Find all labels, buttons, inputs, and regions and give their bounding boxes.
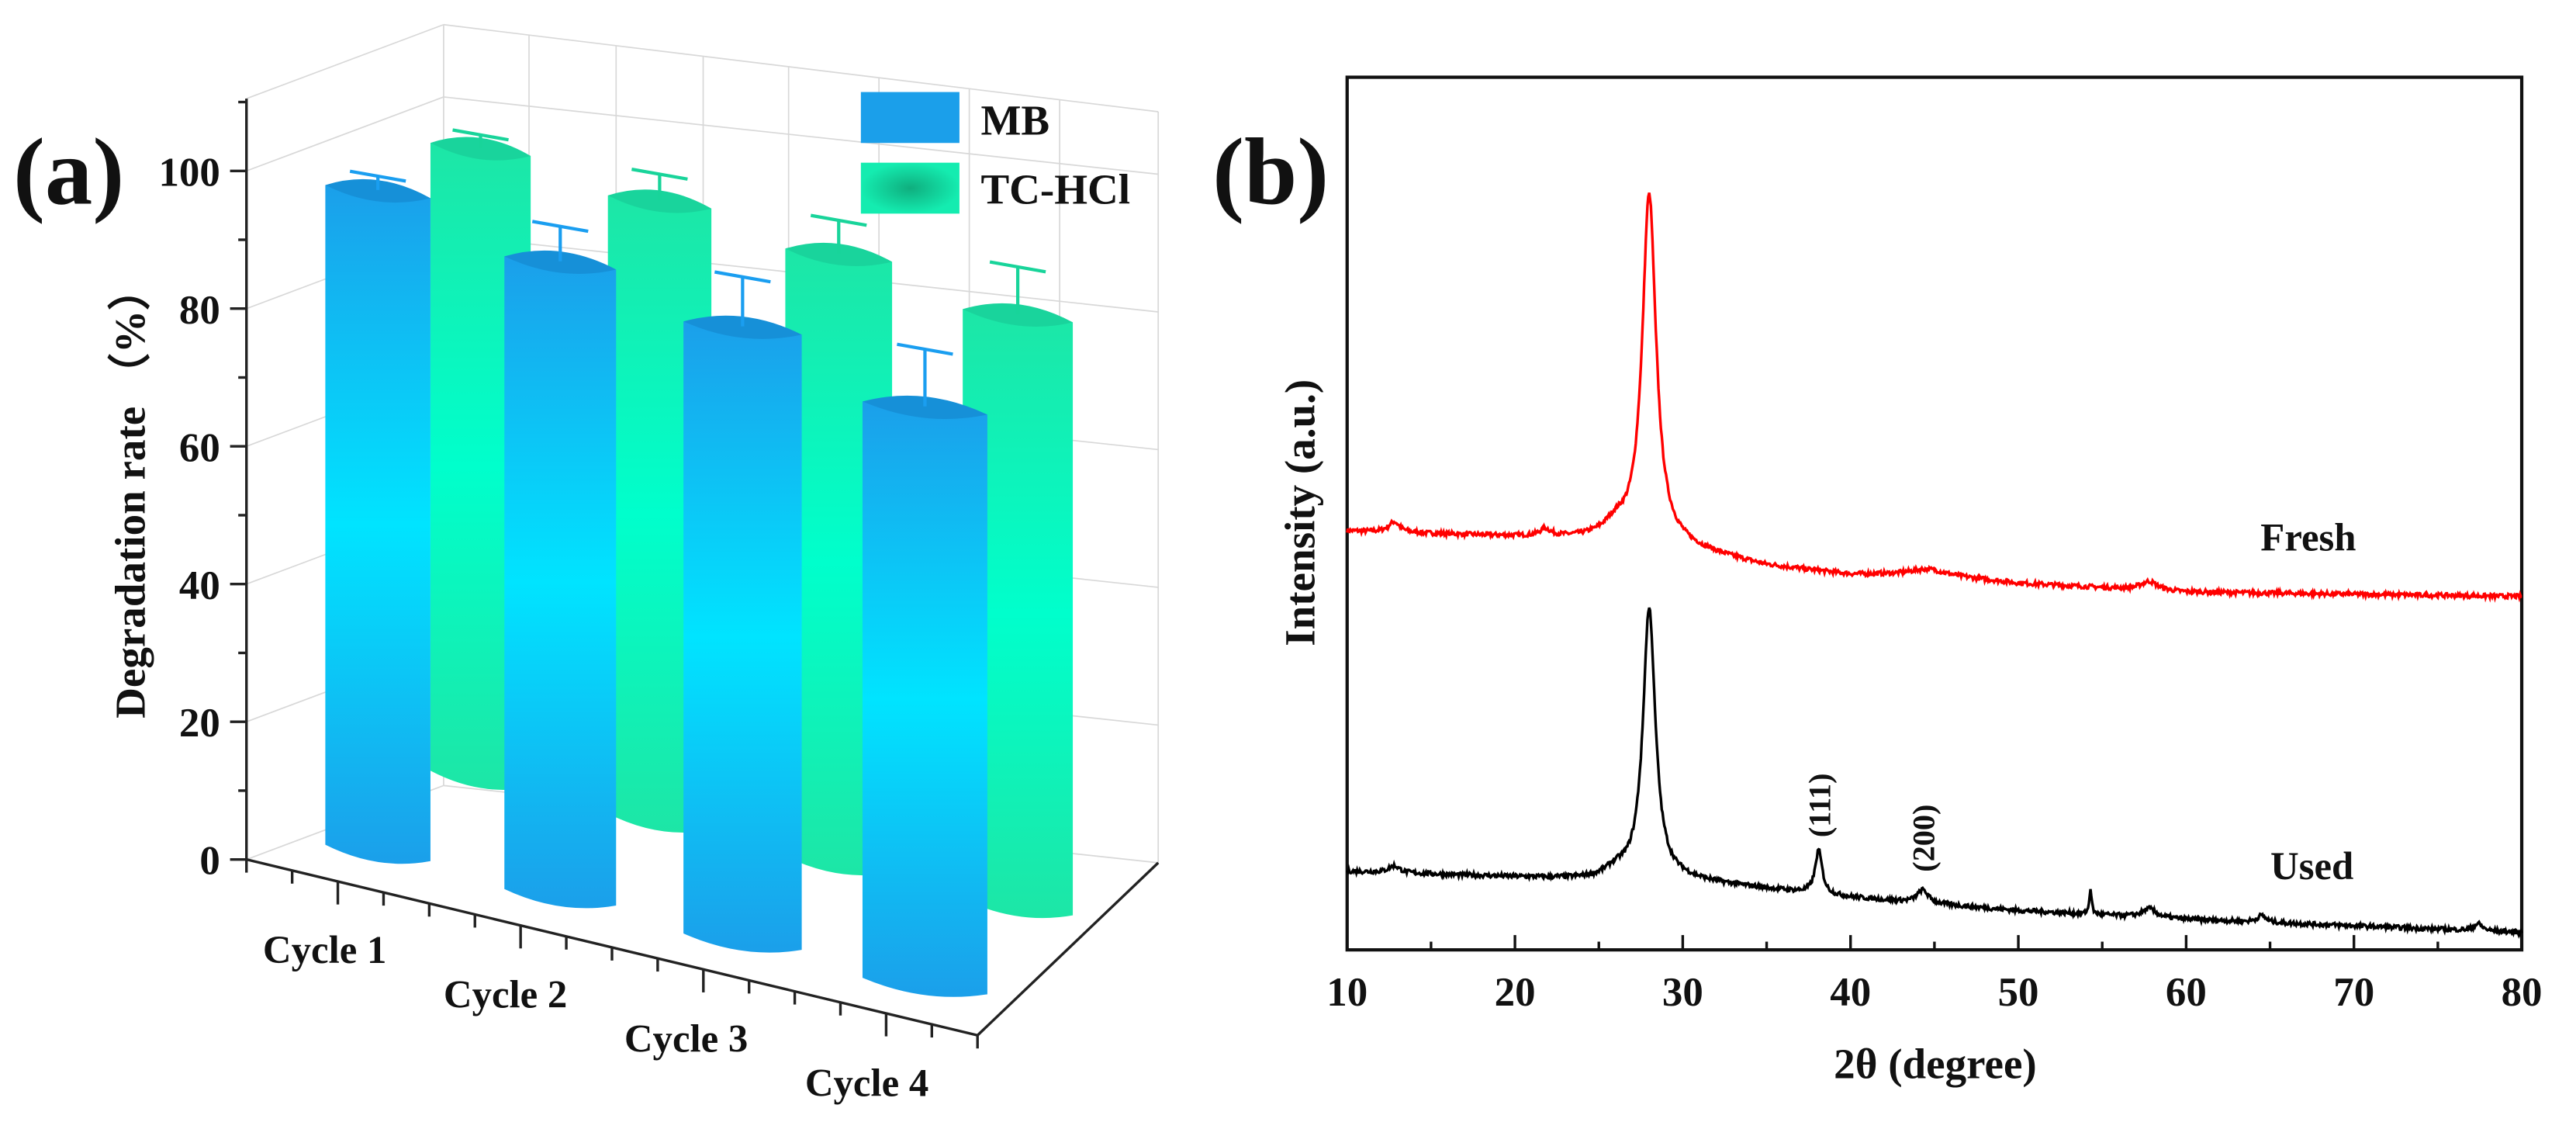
legend-swatch-mb — [860, 92, 960, 144]
bar-tc-hcl-cycle-4 — [963, 260, 1074, 919]
bar-top — [607, 189, 712, 213]
error-bar-cap — [531, 220, 589, 234]
legend-label-mb: MB — [980, 97, 1049, 144]
z-tick-label: 60 — [179, 425, 220, 470]
bar-body — [325, 185, 430, 864]
back-gridline — [443, 96, 1159, 175]
x-axis-label: 2θ (degree) — [1834, 1040, 2037, 1087]
panel-b-xrd-chart: (b) 10 20 30 40 50 60 70 80 2θ (degree) Intensi… — [1212, 75, 2543, 1087]
error-bar-cap — [631, 168, 688, 181]
bar-body — [683, 321, 802, 953]
wall-edge — [246, 23, 444, 99]
x-tick-label: 50 — [1998, 970, 2039, 1015]
bar-top — [862, 395, 987, 419]
error-bar-cap — [714, 270, 771, 284]
error-bar-cap — [349, 169, 406, 183]
x-tick-label: Cycle 2 — [444, 972, 567, 1016]
z-tick-label: 80 — [179, 288, 220, 333]
panel-a-bar-chart: (a) 0 20 40 60 80 100 Cycle 1 Cycle 2 Cycle 3 Cyc… — [13, 23, 1160, 1105]
x-tick-label: Cycle 4 — [805, 1061, 928, 1105]
x-tick-label: Cycle 1 — [263, 928, 386, 971]
x-tick-label: 60 — [2166, 970, 2207, 1015]
bar-mb-cycle-2 — [504, 220, 617, 909]
curves — [1346, 192, 2523, 940]
bar-top — [785, 242, 893, 266]
peak-label: (111) — [1802, 773, 1837, 837]
bar-body — [862, 401, 987, 997]
error-bar-cap — [989, 260, 1046, 274]
bar-top — [683, 315, 802, 339]
x-axis: 10 20 30 40 50 60 70 80 — [1326, 935, 2543, 1015]
x-tick-label: 70 — [2333, 970, 2374, 1015]
legend-label-tc-hcl: TC-HCl — [980, 166, 1130, 213]
y-axis-label: Degradation rate （%） — [106, 268, 154, 719]
panel-a-label: (a) — [13, 119, 124, 225]
x-tick-label: 30 — [1662, 970, 1703, 1015]
peak-annotations: (111) (200) — [1802, 773, 1941, 871]
x-tick-label: 20 — [1495, 970, 1536, 1015]
bar-body — [504, 256, 617, 909]
z-tick-label: 40 — [179, 563, 220, 608]
floor-edge — [977, 861, 1160, 1037]
bar-mb-cycle-3 — [683, 270, 802, 953]
z-tick-label: 100 — [158, 150, 220, 195]
wall-edge — [443, 23, 1159, 113]
legend: MB TC-HCl — [860, 92, 1130, 214]
z-tick-label: 20 — [179, 701, 220, 746]
x-tick-label: 40 — [1830, 970, 1871, 1015]
bar-top — [325, 178, 430, 203]
x-tick-label: 10 — [1326, 970, 1368, 1015]
series-label-used: Used — [2270, 844, 2353, 888]
error-bar-cap — [897, 342, 953, 356]
series-label-fresh: Fresh — [2260, 515, 2356, 559]
y-axis-label-b: Intensity (a.u.) — [1276, 379, 1323, 646]
bar-body — [963, 309, 1074, 919]
peak-label: (200) — [1907, 805, 1942, 872]
bar-top — [963, 303, 1074, 327]
bar-mb-cycle-1 — [325, 169, 430, 864]
left-gridline — [246, 96, 444, 172]
curve-fresh — [1346, 192, 2522, 603]
error-bar-cap — [452, 128, 509, 142]
z-tick-label: 0 — [199, 839, 220, 884]
bars — [325, 128, 1074, 997]
curve-used — [1346, 607, 2523, 940]
bar-mb-cycle-4 — [862, 342, 987, 997]
x-tick-label: 80 — [2502, 970, 2543, 1015]
bar-top — [504, 250, 617, 274]
panel-b-label: (b) — [1212, 119, 1329, 225]
z-axis: 0 20 40 60 80 100 Cycle 1 Cycle 2 Cycle 3 Cycle 4 — [158, 99, 979, 1105]
x-tick-label: Cycle 3 — [624, 1016, 748, 1060]
bar-top — [430, 137, 531, 161]
error-bar-cap — [810, 213, 867, 227]
legend-swatch-tc-hcl — [860, 162, 960, 214]
